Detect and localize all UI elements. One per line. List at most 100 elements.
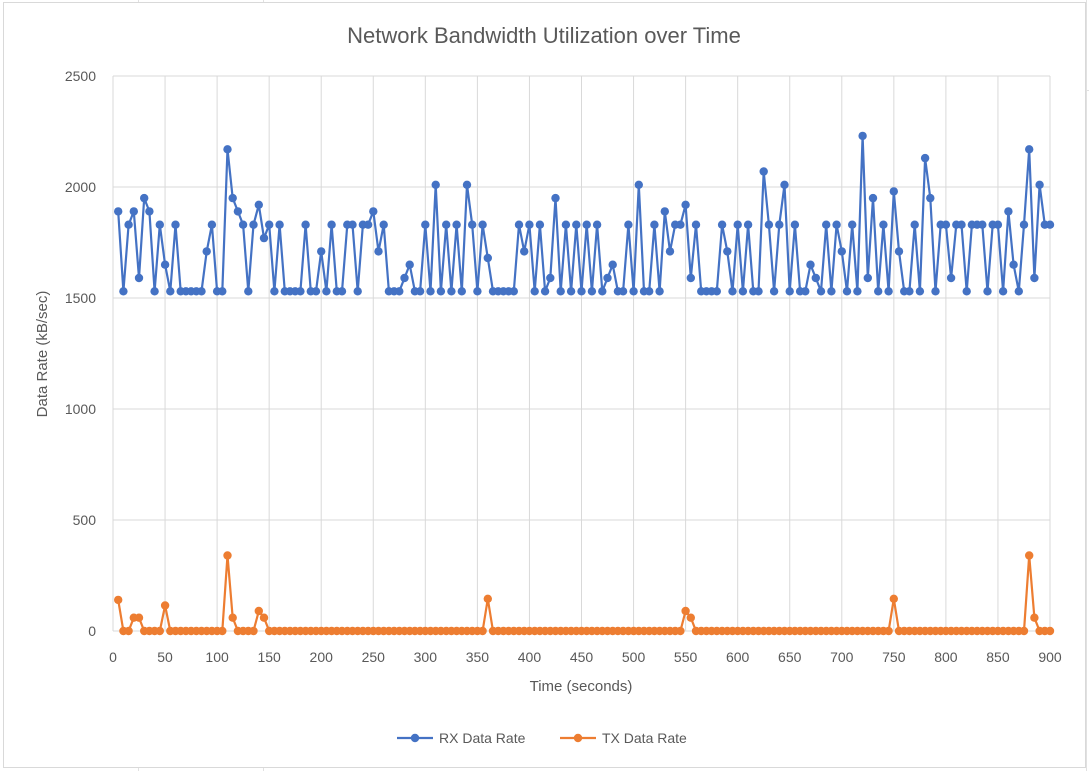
data-point xyxy=(775,220,784,229)
data-point xyxy=(1019,626,1029,636)
data-point xyxy=(993,220,1003,229)
chart-area[interactable] xyxy=(3,2,1086,768)
data-point xyxy=(592,220,602,229)
data-point xyxy=(546,273,555,283)
y-axis-ticks: 0 500 1000 1500 2000 2500 xyxy=(65,68,96,639)
x-tick-label: 300 xyxy=(414,649,438,665)
data-point xyxy=(124,626,133,636)
data-point xyxy=(436,287,446,296)
data-point xyxy=(483,594,492,603)
data-point xyxy=(197,287,206,296)
data-point xyxy=(160,601,170,610)
gridlines xyxy=(112,75,1051,632)
data-point xyxy=(171,220,180,229)
x-tick-label: 850 xyxy=(986,649,1010,665)
legend-marker xyxy=(410,733,420,743)
data-point xyxy=(254,200,263,209)
data-point xyxy=(660,207,669,216)
x-tick-label: 750 xyxy=(882,649,906,665)
data-point xyxy=(1035,180,1044,189)
x-tick-label: 100 xyxy=(205,649,229,665)
data-point xyxy=(645,287,654,296)
data-point xyxy=(853,287,862,296)
data-point xyxy=(618,287,628,296)
data-point xyxy=(634,180,643,189)
data-point xyxy=(145,207,154,216)
data-point xyxy=(941,220,951,229)
data-point xyxy=(218,287,227,296)
data-point xyxy=(1030,613,1039,622)
data-point xyxy=(827,287,836,296)
data-point xyxy=(1014,287,1023,296)
data-point xyxy=(369,207,378,216)
data-point xyxy=(572,220,581,229)
data-point xyxy=(561,220,571,229)
data-point xyxy=(468,220,477,229)
legend-label: TX Data Rate xyxy=(602,730,687,746)
data-point xyxy=(801,287,810,296)
series-line xyxy=(117,134,1050,293)
data-point xyxy=(509,287,518,296)
legend-marker xyxy=(573,733,583,743)
data-point xyxy=(447,287,456,296)
data-point xyxy=(884,287,893,296)
data-point xyxy=(686,273,695,283)
series-line xyxy=(117,554,1050,633)
data-point xyxy=(223,145,232,154)
legend-item[interactable]: RX Data Rate xyxy=(397,730,526,746)
x-tick-label: 150 xyxy=(257,649,281,665)
data-point xyxy=(155,220,164,229)
x-tick-label: 500 xyxy=(622,649,646,665)
data-point xyxy=(926,193,935,203)
data-point xyxy=(442,220,451,229)
data-point xyxy=(301,220,310,229)
data-point xyxy=(462,180,472,189)
data-point xyxy=(525,220,534,229)
data-point xyxy=(728,287,737,296)
data-point xyxy=(889,594,898,603)
x-axis-title: Time (seconds) xyxy=(530,678,633,695)
data-point xyxy=(868,193,878,203)
data-point xyxy=(1045,626,1055,636)
data-point xyxy=(629,287,638,296)
legend-item[interactable]: TX Data Rate xyxy=(560,730,687,746)
data-point xyxy=(478,220,487,229)
data-point xyxy=(327,220,336,229)
data-point xyxy=(535,220,545,229)
data-point xyxy=(832,220,841,229)
y-axis-title: Data Rate (kB/sec) xyxy=(34,291,51,418)
data-point xyxy=(514,220,524,229)
data-point xyxy=(520,247,529,256)
data-point xyxy=(624,220,633,229)
data-point xyxy=(374,247,383,256)
data-point xyxy=(363,220,373,229)
data-point xyxy=(884,626,893,636)
data-point xyxy=(457,287,466,296)
data-point xyxy=(473,287,482,296)
data-point xyxy=(978,220,987,229)
legend[interactable]: RX Data Rate TX Data Rate xyxy=(397,730,687,746)
data-point xyxy=(431,180,440,189)
data-point xyxy=(681,606,690,616)
data-point xyxy=(275,220,284,229)
data-point xyxy=(353,287,362,296)
data-point xyxy=(254,606,263,616)
data-point xyxy=(400,273,409,283)
data-point xyxy=(905,287,914,296)
y-tick-label: 2500 xyxy=(65,68,96,84)
data-point xyxy=(931,287,940,296)
data-point xyxy=(259,233,269,243)
data-point xyxy=(837,247,846,256)
data-point xyxy=(160,260,170,269)
data-point xyxy=(733,220,742,229)
series-tx xyxy=(114,551,1055,636)
data-point xyxy=(816,287,826,296)
x-tick-label: 50 xyxy=(157,649,173,665)
data-point xyxy=(889,187,898,196)
data-point xyxy=(712,287,721,296)
data-point xyxy=(566,287,576,296)
data-point xyxy=(1025,145,1034,154)
data-point xyxy=(270,287,279,296)
data-point xyxy=(650,220,659,229)
